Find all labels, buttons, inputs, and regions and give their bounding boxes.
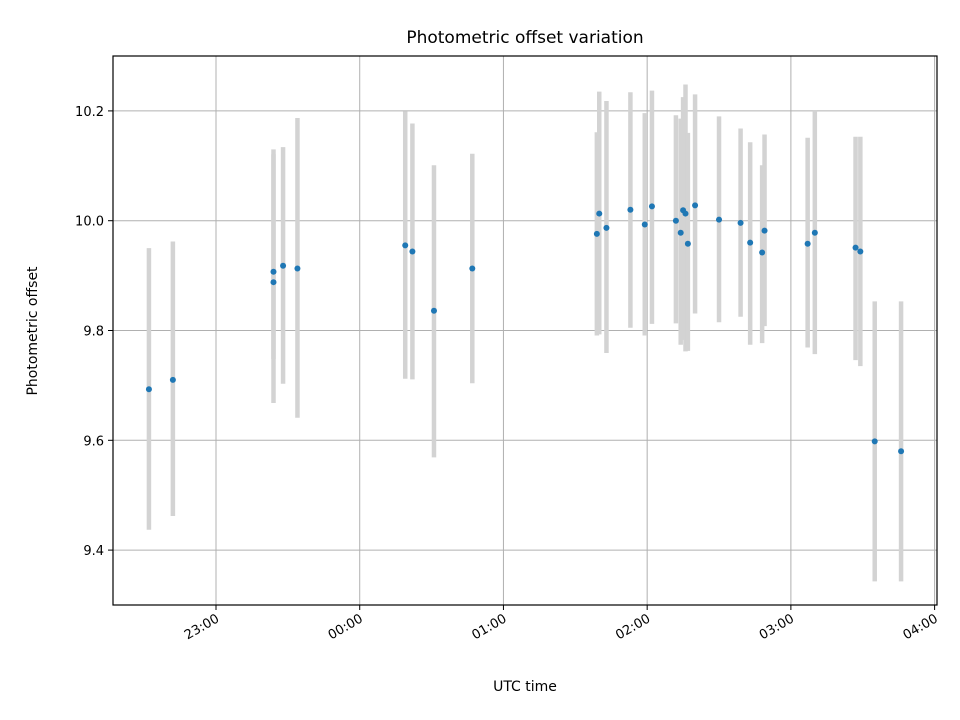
x-tick-label: 00:00 (326, 611, 366, 643)
x-tick-label: 23:00 (182, 611, 222, 643)
data-point (716, 216, 723, 223)
data-point (852, 244, 859, 251)
data-point (169, 376, 176, 383)
x-tick-label: 02:00 (613, 611, 653, 643)
y-tick-label: 10.0 (75, 215, 104, 230)
y-axis-label: Photometric offset (25, 266, 41, 396)
y-tick-label: 9.4 (83, 544, 104, 559)
data-point (761, 227, 768, 234)
y-tick-label: 9.6 (83, 434, 104, 449)
data-point (402, 242, 409, 249)
x-tick-label: 01:00 (469, 611, 509, 643)
data-point (692, 202, 699, 209)
error-bars (146, 84, 904, 582)
data-point (603, 224, 610, 231)
data-point (270, 279, 277, 286)
x-axis-label: UTC time (493, 679, 557, 695)
data-point (469, 265, 476, 272)
grid (113, 56, 937, 605)
x-axis-ticks: 23:00 00:00 01:00 02:00 03:00 04:00 (182, 605, 941, 643)
data-point (677, 229, 684, 236)
data-point (648, 203, 655, 210)
data-point (898, 448, 905, 455)
data-point (804, 240, 811, 247)
data-point (747, 239, 754, 246)
data-point (270, 268, 277, 275)
data-point (672, 217, 679, 224)
data-point (294, 265, 301, 272)
data-point (409, 248, 416, 255)
data-point (593, 230, 600, 237)
chart-title: Photometric offset variation (406, 28, 643, 48)
data-point (641, 221, 648, 228)
data-point (759, 249, 766, 256)
data-point (596, 210, 603, 217)
data-point (737, 219, 744, 226)
data-point (684, 240, 691, 247)
data-point (857, 248, 864, 255)
data-points (145, 202, 905, 455)
y-tick-label: 9.8 (83, 325, 104, 340)
data-point (627, 206, 634, 213)
data-point (682, 210, 689, 217)
x-tick-label: 04:00 (901, 611, 941, 643)
data-point (811, 229, 818, 236)
data-point (430, 307, 437, 314)
data-point (145, 386, 152, 393)
y-tick-label: 10.2 (75, 105, 104, 120)
data-point (871, 438, 878, 445)
y-axis-ticks: 9.4 9.6 9.8 10.0 10.2 (75, 105, 113, 559)
data-point (280, 262, 287, 269)
x-tick-label: 03:00 (757, 611, 797, 643)
